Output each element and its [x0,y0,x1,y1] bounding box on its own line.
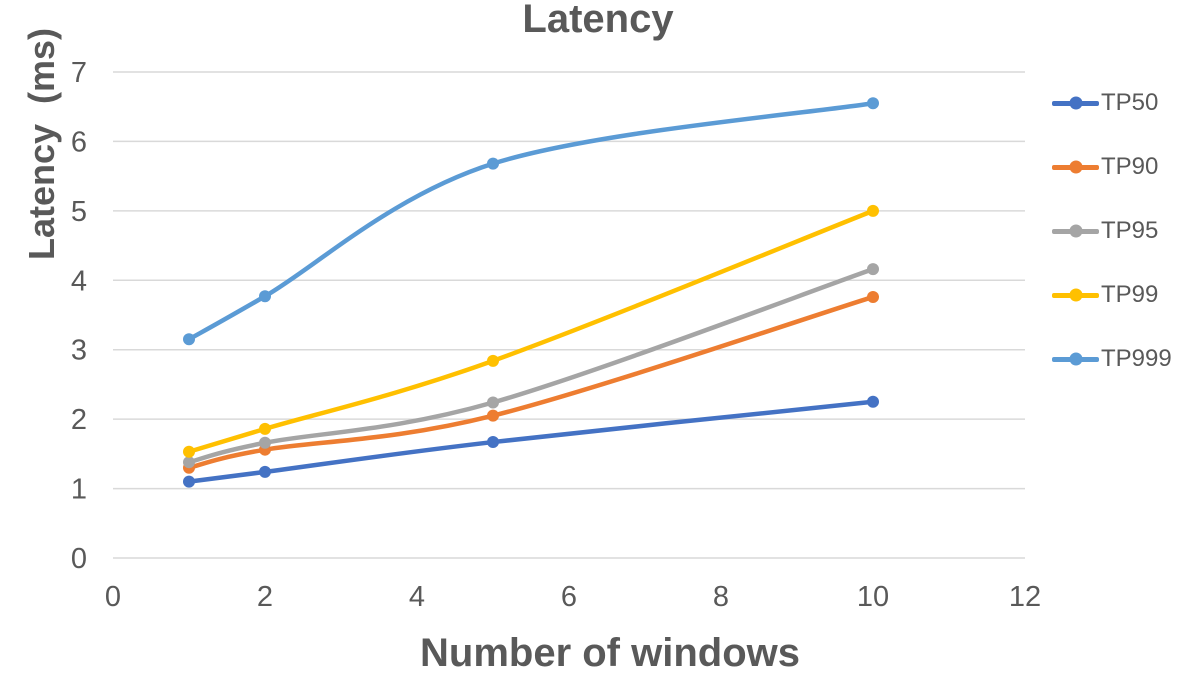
legend-item-tp90: TP90 [1052,153,1172,181]
legend-label: TP90 [1101,153,1159,180]
data-point-tp95 [259,436,271,449]
series-line-tp50 [186,399,876,484]
x-tick-label: 4 [409,581,425,613]
legend-line-icon [1052,160,1099,174]
series-line-tp99 [186,208,876,455]
series-line-tp999 [186,100,876,342]
legend-marker-icon [1069,96,1082,110]
series-line-tp90 [186,294,876,470]
data-point-tp50 [867,395,879,408]
legend-label: TP99 [1101,281,1159,308]
legend-label: TP95 [1101,217,1159,244]
series-line-tp95 [186,266,876,465]
legend-marker-icon [1069,288,1082,302]
y-tick-label: 1 [71,474,87,506]
data-point-tp90 [487,409,499,422]
legend-item-tp99: TP99 [1052,281,1172,309]
data-point-tp999 [867,97,879,110]
x-axis-title: Number of windows [420,631,800,675]
data-point-tp99 [867,204,879,217]
x-tick-label: 10 [857,581,889,613]
data-point-tp50 [259,465,271,478]
data-point-tp50 [183,475,195,488]
legend-label: TP999 [1101,345,1172,372]
data-point-tp99 [259,422,271,435]
data-point-tp95 [183,456,195,469]
chart-title: Latency [522,0,674,41]
data-point-tp50 [487,436,499,449]
y-tick-label: 5 [71,196,87,228]
data-point-tp90 [867,290,879,303]
x-tick-label: 6 [561,581,577,613]
x-tick-label: 8 [713,581,729,613]
y-tick-label: 2 [71,404,87,436]
y-tick-label: 7 [71,57,87,89]
legend-line-icon [1052,96,1099,110]
y-tick-label: 6 [71,126,87,158]
y-tick-label: 0 [71,543,87,575]
legend-item-tp50: TP50 [1052,89,1172,117]
data-point-tp999 [487,157,499,170]
legend-line-icon [1052,288,1099,302]
legend-marker-icon [1069,160,1082,174]
legend-label: TP50 [1101,89,1159,116]
data-point-tp95 [867,263,879,276]
y-tick-label: 3 [71,335,87,367]
legend-marker-icon [1069,352,1082,366]
data-point-tp95 [487,396,499,409]
x-tick-label: 2 [257,581,273,613]
y-tick-label: 4 [71,265,87,297]
data-point-tp99 [183,445,195,458]
legend-item-tp95: TP95 [1052,217,1172,245]
x-tick-label: 0 [105,581,121,613]
legend-item-tp999: TP999 [1052,345,1172,373]
legend-line-icon [1052,224,1099,238]
x-tick-label: 12 [1009,581,1041,613]
legend-line-icon [1052,352,1099,366]
data-point-tp99 [487,354,499,367]
legend-marker-icon [1069,224,1082,238]
data-point-tp999 [183,333,195,346]
data-point-tp999 [259,290,271,303]
legend: TP50 TP90 TP95 TP99 TP999 [1052,89,1172,373]
